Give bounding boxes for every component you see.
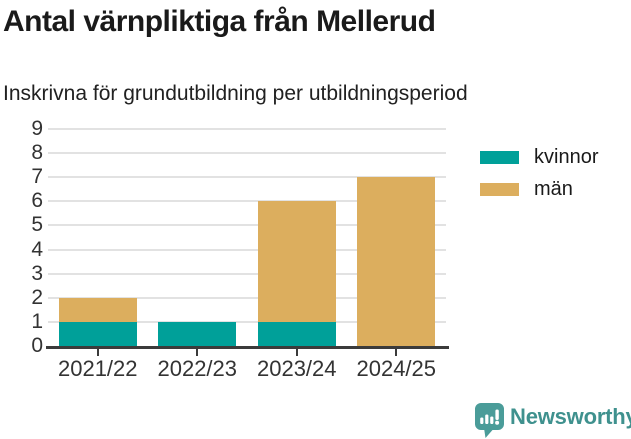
bar-segment-män-2023/24 bbox=[257, 201, 336, 322]
bar-segment-kvinnor-2023/24 bbox=[257, 321, 336, 346]
bar-segment-kvinnor-2022/23 bbox=[158, 321, 237, 346]
legend-item-kvinnor: kvinnor bbox=[480, 146, 598, 169]
x-tick bbox=[196, 349, 199, 356]
y-tick-label: 4 bbox=[31, 237, 43, 261]
legend-label: män bbox=[534, 178, 573, 200]
gridline bbox=[48, 128, 446, 130]
gridline bbox=[48, 200, 446, 203]
y-tick-label: 8 bbox=[31, 141, 43, 165]
gridline bbox=[48, 248, 446, 251]
chart-title: Antal värnpliktiga från Mellerud bbox=[3, 5, 436, 38]
x-tick-label: 2023/24 bbox=[256, 356, 337, 381]
y-tick-label: 9 bbox=[31, 117, 43, 140]
y-tick-label: 3 bbox=[31, 261, 43, 285]
chart-legend: kvinnor män bbox=[480, 146, 598, 210]
newsworthy-wordmark: Newsworthy bbox=[510, 404, 631, 429]
x-tick bbox=[96, 349, 99, 356]
x-tick-label: 2022/23 bbox=[157, 356, 238, 381]
newsworthy-logo-icon bbox=[475, 403, 504, 438]
gridline bbox=[48, 320, 446, 323]
legend-swatch bbox=[480, 183, 519, 196]
legend-label: kvinnor bbox=[534, 146, 599, 168]
gridline bbox=[48, 296, 446, 299]
x-tick bbox=[395, 349, 398, 356]
gridline bbox=[48, 224, 446, 227]
gridline bbox=[48, 272, 446, 275]
chart-subtitle: Inskrivna för grundutbildning per utbild… bbox=[3, 82, 468, 105]
legend-swatch bbox=[480, 151, 519, 164]
x-tick-label: 2024/25 bbox=[356, 356, 437, 381]
newsworthy-brand: Newsworthy bbox=[474, 402, 631, 439]
bar-segment-män-2024/25 bbox=[357, 177, 436, 346]
y-tick-label: 1 bbox=[31, 309, 43, 333]
x-axis-line bbox=[46, 346, 449, 349]
y-tick-label: 6 bbox=[31, 189, 43, 213]
x-tick-label: 2021/22 bbox=[57, 356, 138, 381]
bar-segment-män-2021/22 bbox=[58, 297, 137, 322]
x-tick bbox=[295, 349, 298, 356]
y-tick-label: 5 bbox=[31, 213, 43, 237]
gridline bbox=[48, 176, 446, 179]
bar-segment-kvinnor-2021/22 bbox=[58, 321, 137, 346]
y-tick-label: 2 bbox=[31, 285, 43, 309]
y-tick-label: 7 bbox=[31, 165, 43, 189]
gridline bbox=[48, 152, 446, 155]
y-tick-label: 0 bbox=[31, 334, 43, 357]
legend-item-män: män bbox=[480, 178, 598, 201]
